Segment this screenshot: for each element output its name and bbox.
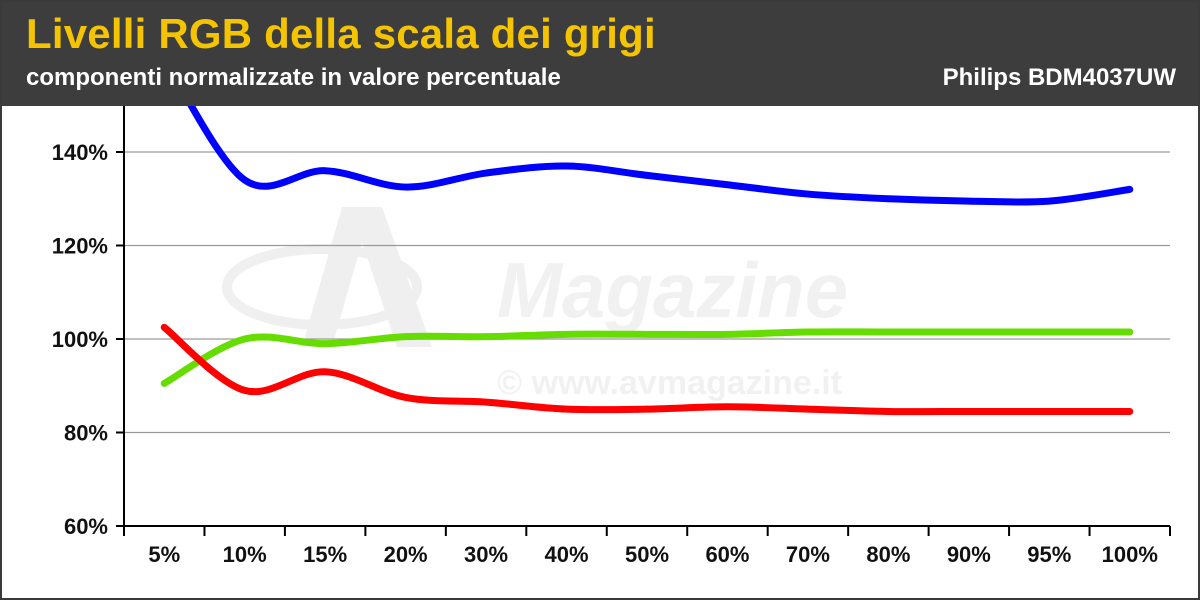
blue-series-line bbox=[187, 106, 1134, 206]
x-tick-label: 20% bbox=[384, 542, 428, 567]
y-tick-label: 60% bbox=[64, 514, 108, 539]
y-axis-ticks: 60% 80% 100% 120% 140% bbox=[52, 140, 124, 539]
x-tick-label: 15% bbox=[303, 542, 347, 567]
watermark-swoosh bbox=[222, 244, 422, 330]
watermark: Magazine © www.avmagazine.it bbox=[222, 207, 848, 402]
device-model: Philips BDM4037UW bbox=[942, 64, 1176, 91]
watermark-a-logo bbox=[302, 207, 432, 347]
y-tick-label: 100% bbox=[52, 327, 108, 352]
chart-subtitle: componenti normalizzate in valore percen… bbox=[26, 64, 561, 91]
series-lines bbox=[160, 106, 1134, 416]
y-tick-label: 140% bbox=[52, 140, 108, 165]
y-tick-label: 120% bbox=[52, 234, 108, 259]
x-tick-label: 40% bbox=[545, 542, 589, 567]
watermark-logo-text: Magazine bbox=[497, 246, 848, 334]
red-series-line bbox=[160, 323, 1134, 416]
x-tick-label: 10% bbox=[223, 542, 267, 567]
header-bar: Livelli RGB della scala dei grigi compon… bbox=[2, 2, 1198, 106]
x-axis-ticks: 5% 10% 15% 20% 30% 40% 50% 60% 70% 80% 90% 95% 100% bbox=[123, 526, 1171, 567]
x-tick-label: 90% bbox=[947, 542, 991, 567]
x-tick-label: 100% bbox=[1102, 542, 1158, 567]
x-tick-label: 80% bbox=[866, 542, 910, 567]
watermark-url: © www.avmagazine.it bbox=[497, 364, 842, 402]
y-tick-label: 80% bbox=[64, 421, 108, 446]
green-series-line bbox=[160, 328, 1134, 387]
x-tick-label: 30% bbox=[464, 542, 508, 567]
x-tick-label: 95% bbox=[1027, 542, 1071, 567]
x-tick-label: 5% bbox=[148, 542, 180, 567]
x-tick-label: 70% bbox=[786, 542, 830, 567]
x-tick-label: 60% bbox=[705, 542, 749, 567]
x-tick-label: 50% bbox=[625, 542, 669, 567]
chart-title: Livelli RGB della scala dei grigi bbox=[26, 10, 656, 57]
